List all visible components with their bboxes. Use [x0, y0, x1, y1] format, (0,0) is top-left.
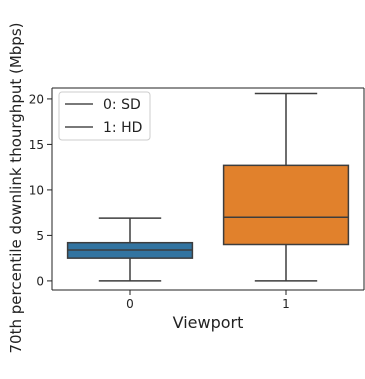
y-tick-label: 15: [29, 138, 44, 152]
legend-label-hd: 1: HD: [103, 120, 142, 136]
legend-label-sd: 0: SD: [103, 97, 141, 113]
box-iqr: [222, 164, 350, 246]
y-tick-label: 5: [36, 229, 44, 243]
legend: 0: SD 1: HD: [58, 91, 151, 141]
box-group-1: [222, 92, 350, 282]
y-tick-label: 20: [29, 92, 44, 106]
y-tick-label: 0: [36, 274, 44, 288]
x-axis-label: Viewport: [173, 313, 244, 332]
y-axis-label: 70th percentile downlink thourghput (Mbp…: [7, 23, 25, 354]
x-tick-label: 0: [126, 297, 134, 311]
y-tick-label: 10: [29, 183, 44, 197]
box-group-0: [66, 217, 194, 282]
x-tick-label: 1: [282, 297, 290, 311]
